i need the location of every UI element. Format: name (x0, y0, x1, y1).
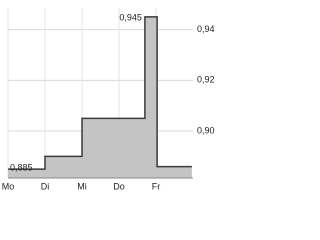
line (8, 16, 192, 170)
x-tick-label: Mi (77, 181, 87, 191)
y-tick-label: 0,92 (197, 75, 215, 85)
x-tick-label: Fr (152, 181, 161, 191)
y-tick-label: 0,94 (197, 24, 215, 34)
x-tick-label: Di (41, 181, 50, 191)
annotation: 0,945 (119, 12, 142, 22)
annotation: 0,885 (10, 162, 33, 172)
y-tick-label: 0,90 (197, 125, 215, 135)
area (8, 16, 192, 178)
x-tick-label: Do (113, 181, 125, 191)
x-tick-label: Mo (2, 181, 15, 191)
chart: 0,90 0,92 0,94 Mo Di Mi Do Fr 0,945 0,885 (2, 8, 215, 191)
